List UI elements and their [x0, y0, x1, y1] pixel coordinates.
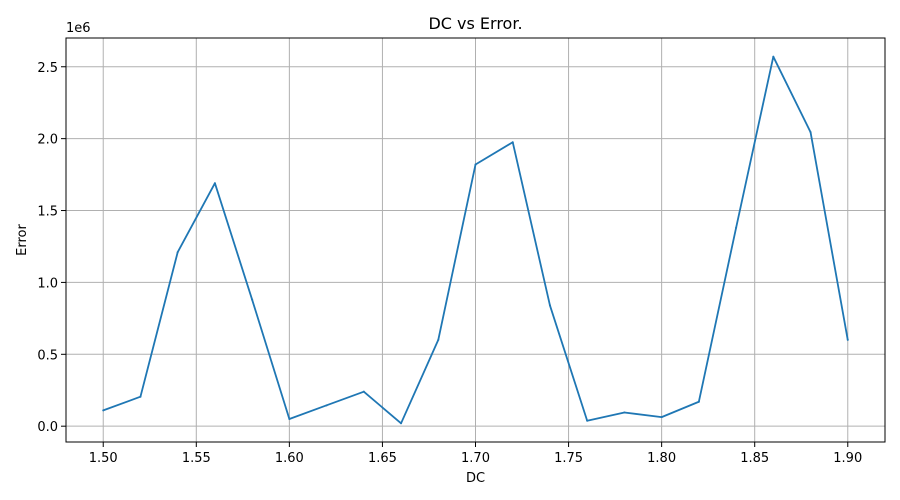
data-point — [288, 417, 291, 420]
data-point — [362, 390, 365, 393]
data-point — [400, 422, 403, 425]
x-tick-label: 1.70 — [461, 451, 490, 466]
data-point — [213, 182, 216, 185]
x-tick-label: 1.55 — [182, 451, 211, 466]
y-axis: 0.0 0.5 1.0 1.5 2.0 2.5 — [37, 61, 66, 435]
data-point — [735, 226, 738, 229]
x-tick-label: 1.60 — [275, 451, 304, 466]
data-point — [176, 251, 179, 254]
data-point — [660, 416, 663, 419]
data-point — [437, 338, 440, 341]
data-point — [251, 298, 254, 301]
series-layer — [102, 55, 849, 425]
data-point — [511, 141, 514, 144]
y-tick-label: 1.0 — [37, 276, 58, 291]
x-tick-label: 1.75 — [554, 451, 583, 466]
y-tick-label: 1.5 — [37, 205, 58, 220]
x-tick-label: 1.85 — [740, 451, 769, 466]
y-tick-label: 2.0 — [37, 133, 58, 148]
data-point — [697, 400, 700, 403]
y-offset-label: 1e6 — [66, 21, 91, 36]
data-point — [846, 338, 849, 341]
data-point — [623, 411, 626, 414]
data-point — [809, 131, 812, 134]
x-tick-label: 1.90 — [833, 451, 862, 466]
y-tick-label: 0.0 — [37, 420, 58, 435]
data-point — [325, 404, 328, 407]
data-point — [102, 409, 105, 412]
y-axis-label: Error — [15, 224, 30, 256]
grid — [66, 38, 885, 442]
x-tick-label: 1.80 — [647, 451, 676, 466]
x-tick-label: 1.50 — [89, 451, 118, 466]
y-tick-label: 2.5 — [37, 61, 58, 76]
x-axis: 1.50 1.55 1.60 1.65 1.70 1.75 1.80 1.85 1.90 — [89, 442, 862, 466]
x-axis-label: DC — [466, 471, 485, 486]
data-point — [139, 395, 142, 398]
data-point — [474, 163, 477, 166]
data-point — [548, 304, 551, 307]
y-tick-label: 0.5 — [37, 348, 58, 363]
data-point — [772, 55, 775, 58]
chart-title: DC vs Error. — [428, 14, 522, 33]
data-point — [586, 419, 589, 422]
x-tick-label: 1.65 — [368, 451, 397, 466]
